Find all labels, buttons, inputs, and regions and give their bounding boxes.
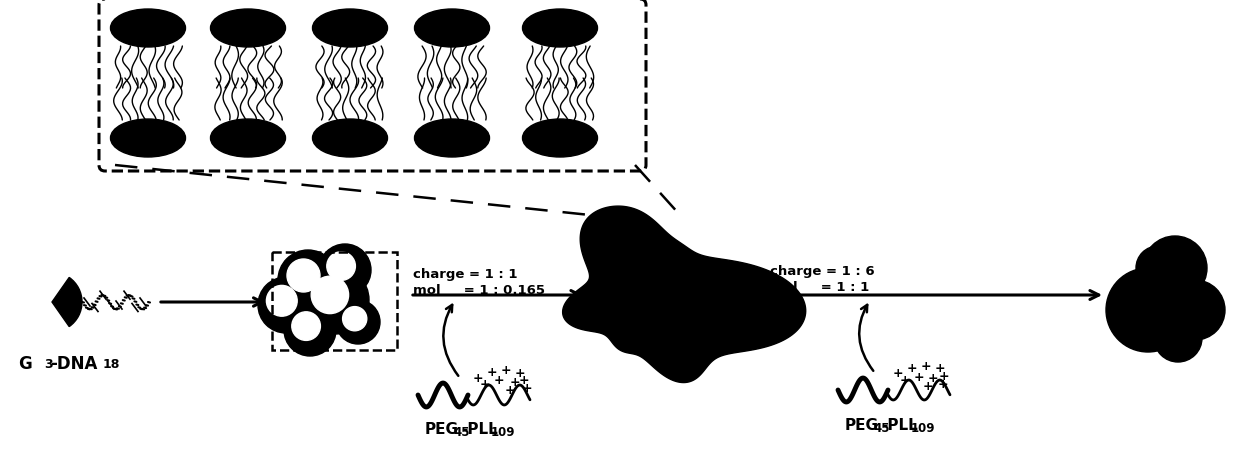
Circle shape <box>1166 280 1225 340</box>
Ellipse shape <box>414 119 490 157</box>
Text: +: + <box>472 372 484 384</box>
Circle shape <box>286 259 320 292</box>
Text: +: + <box>928 372 939 384</box>
Text: PEG: PEG <box>844 418 879 433</box>
Circle shape <box>1106 268 1190 352</box>
Ellipse shape <box>312 9 387 47</box>
Text: 109: 109 <box>491 426 516 439</box>
Text: charge = 1 : 6: charge = 1 : 6 <box>770 265 874 278</box>
Ellipse shape <box>522 9 598 47</box>
Text: G: G <box>19 355 32 373</box>
Circle shape <box>347 313 356 321</box>
Circle shape <box>332 259 342 268</box>
Ellipse shape <box>522 119 598 157</box>
Circle shape <box>284 304 336 356</box>
Text: +: + <box>935 361 945 374</box>
Circle shape <box>1154 314 1202 362</box>
Circle shape <box>336 300 379 344</box>
Circle shape <box>319 286 331 298</box>
Text: mol     = 1 : 0.165: mol = 1 : 0.165 <box>413 284 546 297</box>
Ellipse shape <box>211 119 285 157</box>
Text: -PLL: -PLL <box>461 422 497 437</box>
Ellipse shape <box>211 9 285 47</box>
Text: +: + <box>906 361 918 374</box>
Text: +: + <box>510 376 521 389</box>
Text: +: + <box>914 371 924 384</box>
Circle shape <box>273 293 283 303</box>
Ellipse shape <box>110 9 186 47</box>
Text: +: + <box>893 366 903 379</box>
Text: +: + <box>900 373 910 386</box>
Text: 18: 18 <box>103 358 120 371</box>
Ellipse shape <box>110 119 186 157</box>
Circle shape <box>1143 236 1207 300</box>
Text: -DNA: -DNA <box>50 355 98 373</box>
Text: +: + <box>486 366 497 378</box>
Text: +: + <box>937 378 949 390</box>
Polygon shape <box>563 206 806 383</box>
Ellipse shape <box>312 119 387 157</box>
Text: +: + <box>501 364 511 377</box>
Circle shape <box>258 277 314 333</box>
Text: charge = 1 : 1: charge = 1 : 1 <box>413 268 517 281</box>
Text: +: + <box>518 373 529 386</box>
Circle shape <box>278 250 339 310</box>
Wedge shape <box>52 278 82 326</box>
Ellipse shape <box>414 9 490 47</box>
Text: +: + <box>515 366 526 379</box>
Text: +: + <box>522 382 532 395</box>
Text: mol     = 1 : 1: mol = 1 : 1 <box>770 281 869 294</box>
Text: PEG: PEG <box>425 422 459 437</box>
Text: +: + <box>505 384 516 396</box>
Circle shape <box>291 312 320 340</box>
Circle shape <box>294 267 304 278</box>
Circle shape <box>298 319 306 328</box>
Text: +: + <box>923 379 934 392</box>
Circle shape <box>1136 246 1180 290</box>
Circle shape <box>342 307 367 331</box>
Text: 109: 109 <box>911 422 935 435</box>
Text: +: + <box>494 373 505 386</box>
Text: 3: 3 <box>43 358 52 371</box>
Text: +: + <box>920 360 931 372</box>
Circle shape <box>301 266 370 334</box>
Text: +: + <box>939 370 950 383</box>
Text: 45: 45 <box>873 422 889 435</box>
Circle shape <box>311 276 348 313</box>
Circle shape <box>327 252 356 280</box>
Text: -PLL: -PLL <box>880 418 918 433</box>
Text: 45: 45 <box>453 426 470 439</box>
Circle shape <box>319 244 371 296</box>
Text: +: + <box>480 378 490 390</box>
Circle shape <box>267 285 298 316</box>
